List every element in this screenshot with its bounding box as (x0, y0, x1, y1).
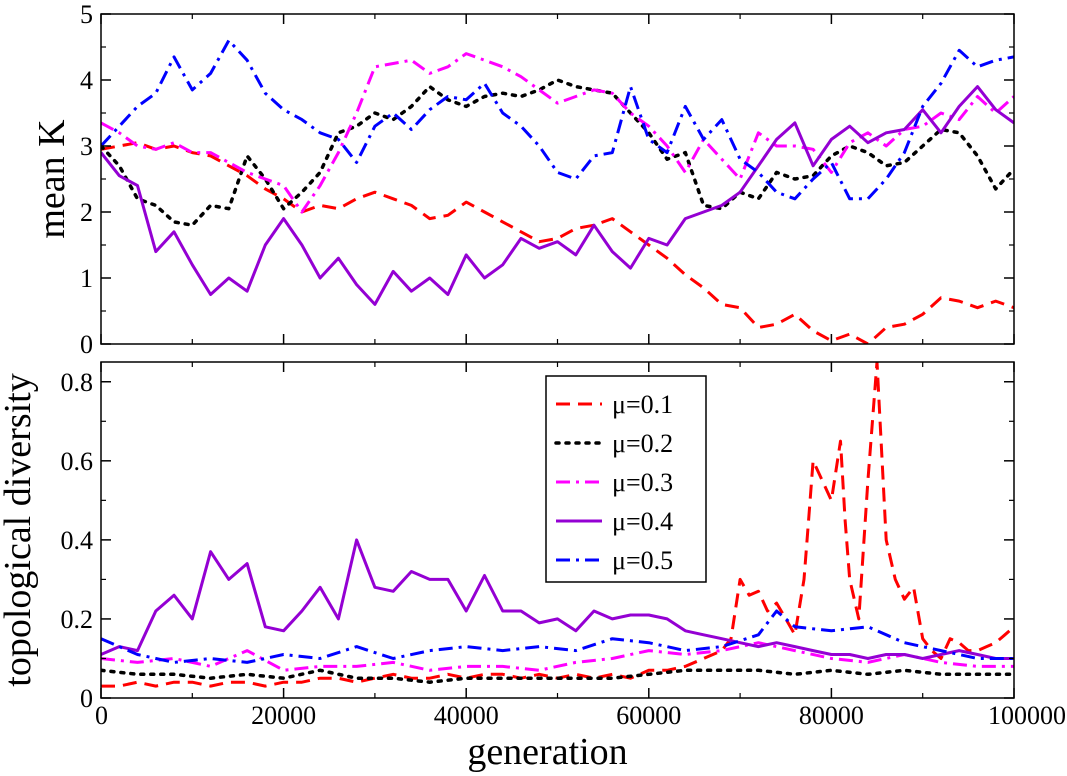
y-tick-label: 0.8 (61, 368, 94, 397)
series-line-mu-0-4 (101, 538, 1014, 660)
legend: μ=0.1 μ=0.2 μ=0.3 μ=0.4 μ=0.5 (545, 375, 707, 583)
legend-entry-label: μ=0.2 (612, 429, 673, 458)
bottom-panel-topological-diversity: 0 20000 40000 60000 80000 100000 0 0.2 0.4 0.6 0.8… (0, 361, 1066, 773)
series-line-mu-0-3 (101, 641, 1014, 672)
x-tick-label: 60000 (616, 701, 681, 730)
x-tick-label: 40000 (434, 701, 499, 730)
legend-box (545, 375, 707, 583)
series-line-mu-0-5 (101, 38, 1014, 201)
legend-entry-label: μ=0.4 (612, 507, 673, 536)
top-panel-mean-k: 0 1 2 3 4 5 mean K (31, 0, 1015, 359)
y-tick-label: 4 (80, 66, 93, 95)
x-axis-label: generation (467, 731, 627, 773)
x-tick-label: 80000 (799, 701, 864, 730)
y-axis-label: mean K (31, 119, 73, 239)
y-axis-label: topological diversity (0, 373, 39, 686)
legend-entry-label: μ=0.3 (612, 468, 673, 497)
series-line-mu-0-4 (101, 85, 1014, 306)
y-tick-label: 5 (80, 0, 93, 29)
series-line-mu-0-2 (101, 668, 1014, 684)
y-tick-label: 0.2 (61, 605, 94, 634)
legend-entry-label: μ=0.1 (612, 390, 673, 419)
y-tick-label: 3 (80, 132, 93, 161)
y-tick-label: 2 (80, 198, 93, 227)
x-tick-label: 100000 (988, 701, 1066, 730)
y-tick-label: 0.6 (61, 447, 94, 476)
series-line-mu-0-2 (101, 78, 1014, 227)
y-tick-label: 1 (80, 264, 93, 293)
legend-entry-label: μ=0.5 (612, 546, 673, 575)
series-line-mu-0-1 (101, 362, 1014, 688)
y-tick-label: 0 (80, 330, 93, 359)
x-tick-label: 20000 (251, 701, 316, 730)
series-line-mu-0-1 (101, 141, 1014, 344)
x-tick-label: 0 (95, 701, 108, 730)
y-tick-label: 0.4 (61, 526, 94, 555)
series-line-mu-0-5 (101, 609, 1014, 664)
y-tick-label: 0 (80, 684, 93, 713)
